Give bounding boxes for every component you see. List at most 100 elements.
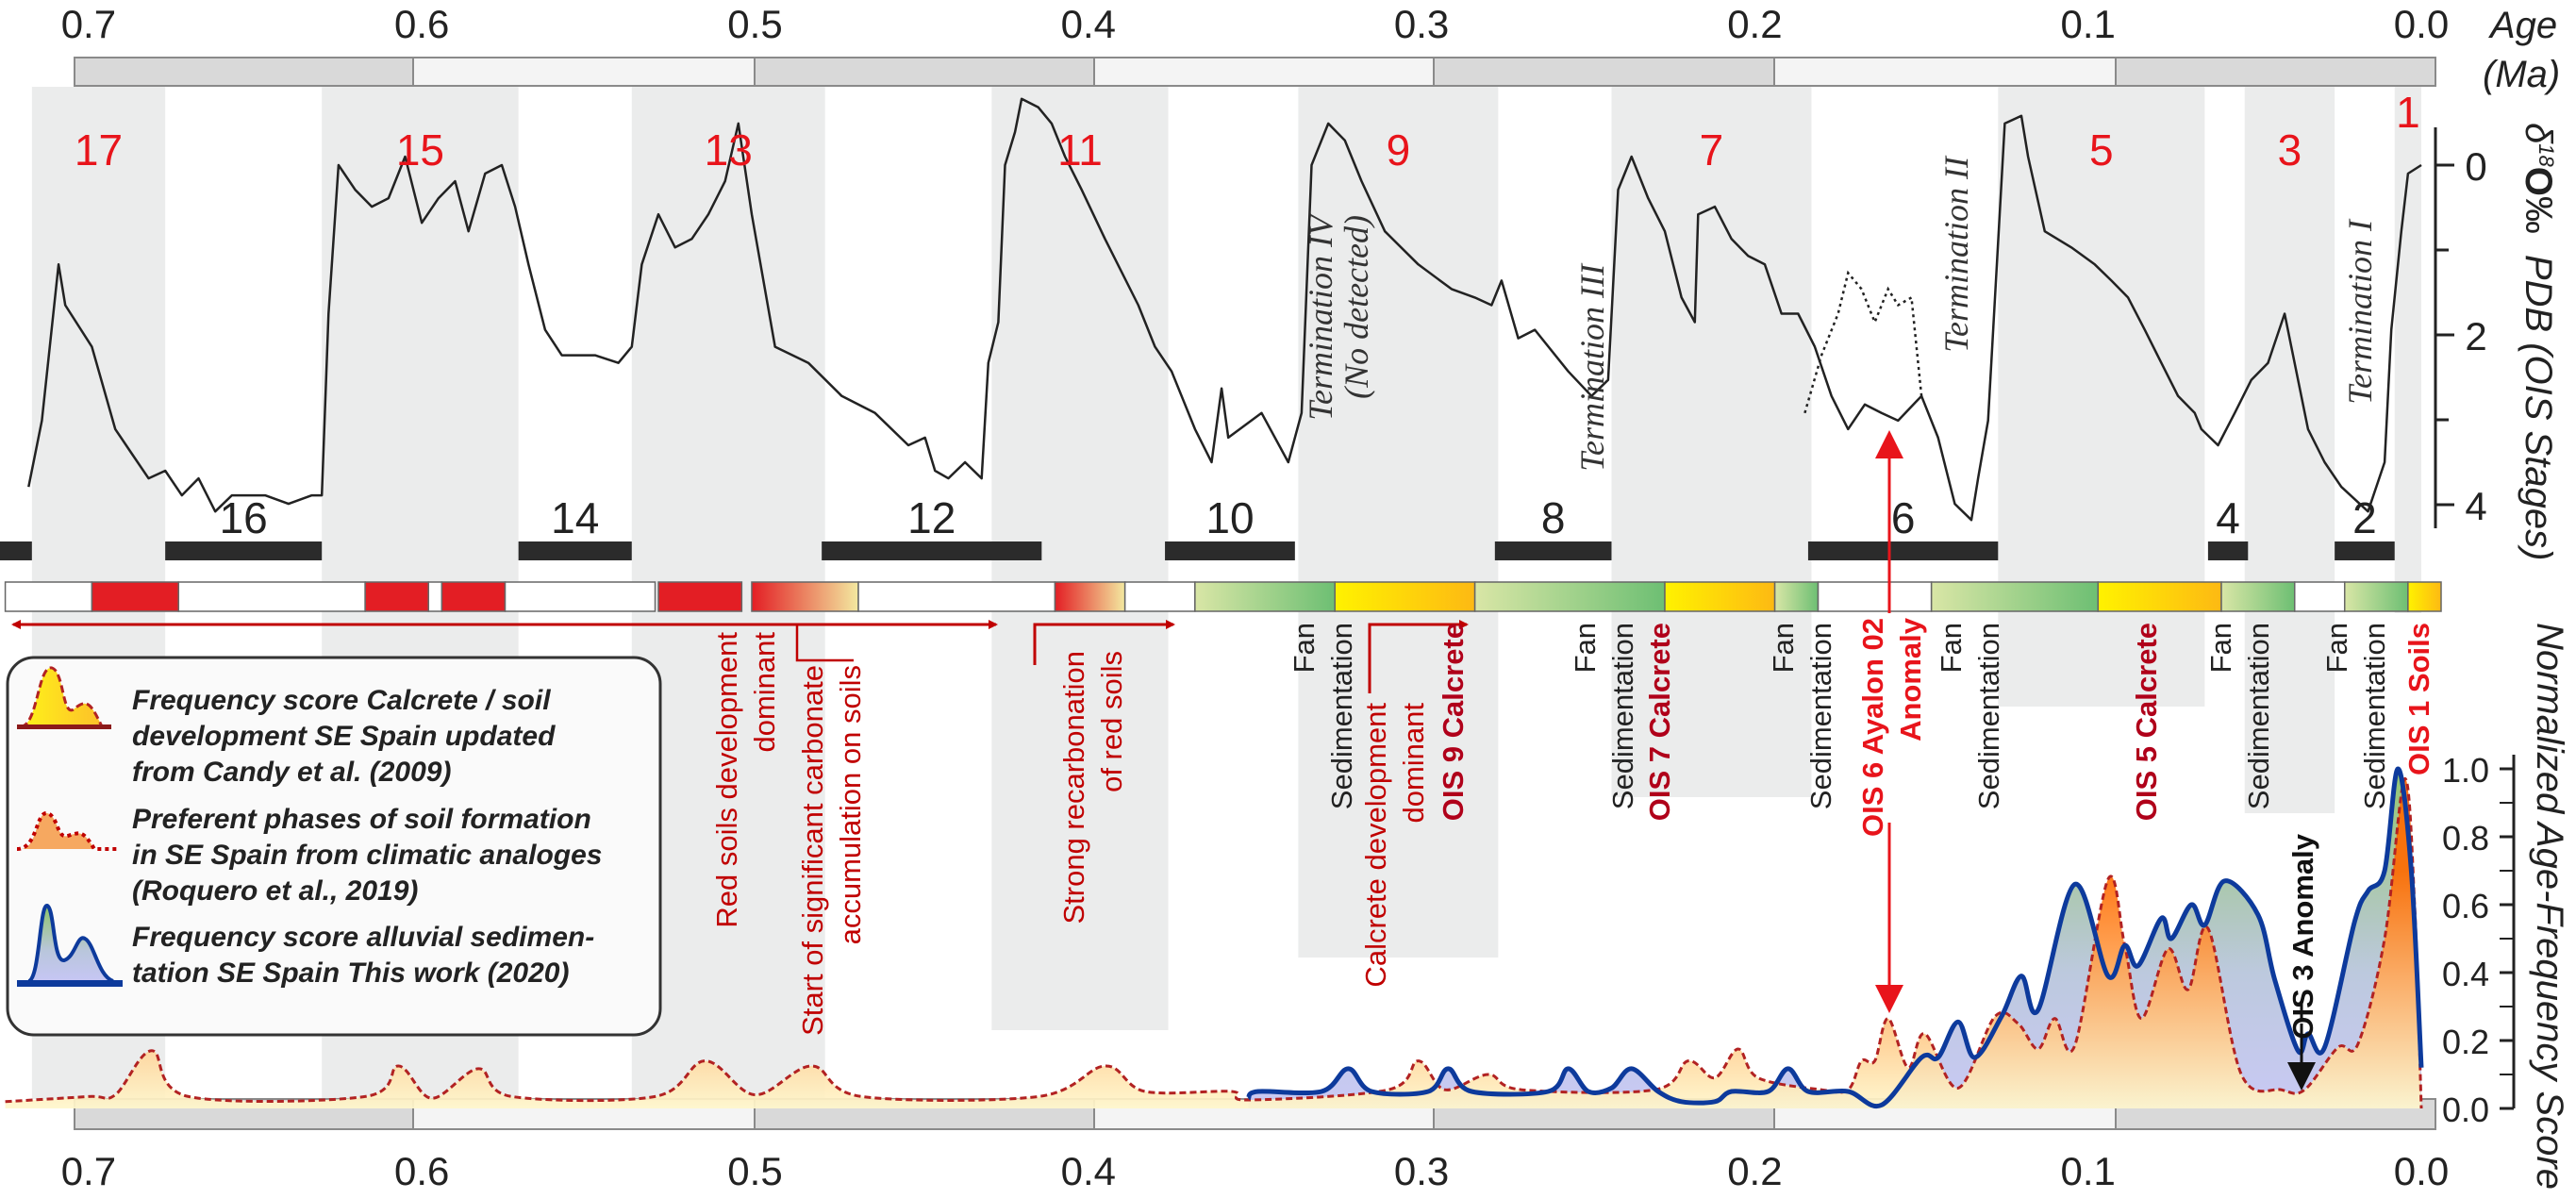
- annotation-12-line-2: Sedimentation: [2242, 623, 2275, 809]
- annotation-6-line-2: Sedimentation: [1606, 623, 1639, 809]
- process-segment-red-yellow: [751, 581, 859, 612]
- score-tick-label: 0.8: [2442, 819, 2489, 858]
- stage-band-9: [1298, 87, 1499, 958]
- process-segment-red: [91, 581, 180, 612]
- stage-number-16: 16: [220, 493, 268, 542]
- annotation-2-line-2: of red soils: [1095, 651, 1128, 792]
- bottom-x-tick-label: 0.5: [727, 1149, 782, 1193]
- termination-label-5: Termination I: [2341, 218, 2379, 405]
- process-segment-none: [1123, 581, 1196, 612]
- legend: Frequency score Calcrete / soil developme…: [6, 656, 662, 1037]
- process-segment-yellow: [1664, 581, 1776, 612]
- glacial-bar-12: [822, 541, 1042, 560]
- top-x-tick-label: 0.4: [1061, 2, 1116, 46]
- soil-score-line: [5, 777, 2423, 1109]
- bottom-x-tick-label: 0.3: [1394, 1149, 1449, 1193]
- top-x-tick-label: 0.2: [1727, 2, 1782, 46]
- score-tick-label: 0.2: [2442, 1023, 2489, 1061]
- carbonate-bracket: [795, 624, 854, 662]
- stage-band-7: [1611, 87, 1812, 797]
- process-segment-yellow: [2407, 581, 2442, 612]
- bottom-x-tick-label: 0.2: [1727, 1149, 1782, 1193]
- process-segment-green: [1930, 581, 2100, 612]
- legend-icon-alluvial: [17, 903, 123, 987]
- glacial-bar-18: [0, 541, 32, 560]
- process-segment-none: [427, 581, 443, 612]
- annotation-8-line-1: Fan: [1767, 623, 1800, 673]
- process-segment-red: [440, 581, 507, 612]
- process-segment-none: [2293, 581, 2346, 612]
- glacial-bar-14: [518, 541, 632, 560]
- stage-number-5: 5: [2089, 125, 2114, 175]
- termination-label-4: Termination II: [1937, 155, 1975, 353]
- glacial-bar-2: [2335, 541, 2395, 560]
- bottom-x-tick-label: 0.0: [2394, 1149, 2449, 1193]
- process-segment-red: [657, 581, 743, 612]
- glacial-bar-16: [165, 541, 323, 560]
- top-age-segment: [1093, 57, 1435, 87]
- annotation-1-line-2: accumulation on soils: [834, 665, 867, 944]
- stage-band-5: [1998, 87, 2205, 707]
- process-segment-yellow: [1334, 581, 1476, 612]
- glacial-bar-8: [1494, 541, 1612, 560]
- legend-entry-1-line-2: development SE Spain updated: [132, 721, 556, 752]
- d18o-tick-label: 2: [2465, 314, 2486, 358]
- recarbonation-arrow: [1033, 620, 1175, 665]
- legend-entry-3-line-2: tation SE Spain This work (2020): [132, 958, 569, 989]
- process-segment-none: [177, 581, 366, 612]
- soil-score-area: [5, 778, 2422, 1108]
- process-segment-green: [1773, 581, 1820, 612]
- annotation-9-line-2: Anomaly: [1894, 617, 1927, 741]
- process-segment-none: [1817, 581, 1933, 612]
- glacial-stage-bars: 16 14 12 10 8 6 4 2: [0, 493, 2395, 560]
- top-x-tick-label: 0.1: [2061, 2, 2116, 46]
- top-x-tick-label: 0.0: [2394, 2, 2449, 46]
- process-segment-none: [4, 581, 93, 612]
- glacial-bar-10: [1165, 541, 1295, 560]
- process-segment-none: [504, 581, 656, 612]
- annotation-10-line-1: Fan: [1935, 623, 1968, 673]
- bottom-x-tick-label: 0.6: [394, 1149, 449, 1193]
- score-tick-label: 0.4: [2442, 955, 2489, 993]
- stage-number-17: 17: [75, 125, 123, 175]
- bottom-x-tick-label: 0.7: [61, 1149, 116, 1193]
- y-axis-bottom-label: Normalized Age-Frequency Score (N): [2529, 623, 2570, 1199]
- top-age-segment: [754, 57, 1095, 87]
- calcrete-development-arrow: [1368, 620, 1469, 693]
- stage-number-8: 8: [1541, 493, 1566, 542]
- legend-icon-soil-phases: [16, 811, 118, 851]
- bottom-x-tick-label: 0.1: [2061, 1149, 2116, 1193]
- top-x-tick-label: 0.6: [394, 2, 449, 46]
- stage-number-12: 12: [907, 493, 956, 542]
- annotation-2-line-1: Strong recarbonation: [1057, 651, 1090, 924]
- annotation-3-line-2: Sedimentation: [1325, 623, 1358, 809]
- process-segment-yellow: [2097, 581, 2222, 612]
- annotation-14-line-1: Fan: [2320, 623, 2353, 673]
- process-bar: [4, 581, 2442, 612]
- d18o-tick-label: 0: [2465, 144, 2486, 189]
- process-segment-red: [364, 581, 430, 612]
- glacial-bar-6: [1807, 541, 1999, 560]
- termination-label-3: Termination III: [1573, 262, 1611, 472]
- x-axis-unit: (Ma): [2483, 54, 2560, 95]
- top-age-segment: [412, 57, 756, 87]
- legend-entry-2-line-2: in SE Spain from climatic analoges: [132, 840, 602, 871]
- top-x-tick-label: 0.7: [61, 2, 116, 46]
- annotation-7-line-1: OIS 7 Calcrete: [1643, 623, 1676, 821]
- stage-number-11: 11: [1057, 125, 1103, 175]
- svg-text:Preferent phases of soil forma: Preferent phases of soil formation in SE …: [132, 804, 602, 907]
- stage-number-9: 9: [1387, 125, 1411, 175]
- axis-ticks: 0.7 0.7 0.6 0.6 0.5 0.5 0.4 0.4 0.3 0.3 0.2 0.2 0.1 0…: [61, 2, 2516, 1193]
- process-segment-green: [2220, 581, 2296, 612]
- stage-band-1: [2394, 87, 2421, 613]
- annotation-0-line-2: dominant: [748, 632, 781, 753]
- d18o-curve: [27, 97, 2422, 522]
- bottom-x-tick-label: 0.4: [1061, 1149, 1116, 1193]
- stage-number-7: 7: [1700, 125, 1724, 175]
- stage-number-1: 1: [2396, 88, 2420, 137]
- legend-entry-2-line-3: (Roquero et al., 2019): [132, 875, 418, 907]
- score-tick-label: 0.6: [2442, 887, 2489, 925]
- legend-entry-3-line-1: Frequency score alluvial sedimen-: [132, 922, 594, 953]
